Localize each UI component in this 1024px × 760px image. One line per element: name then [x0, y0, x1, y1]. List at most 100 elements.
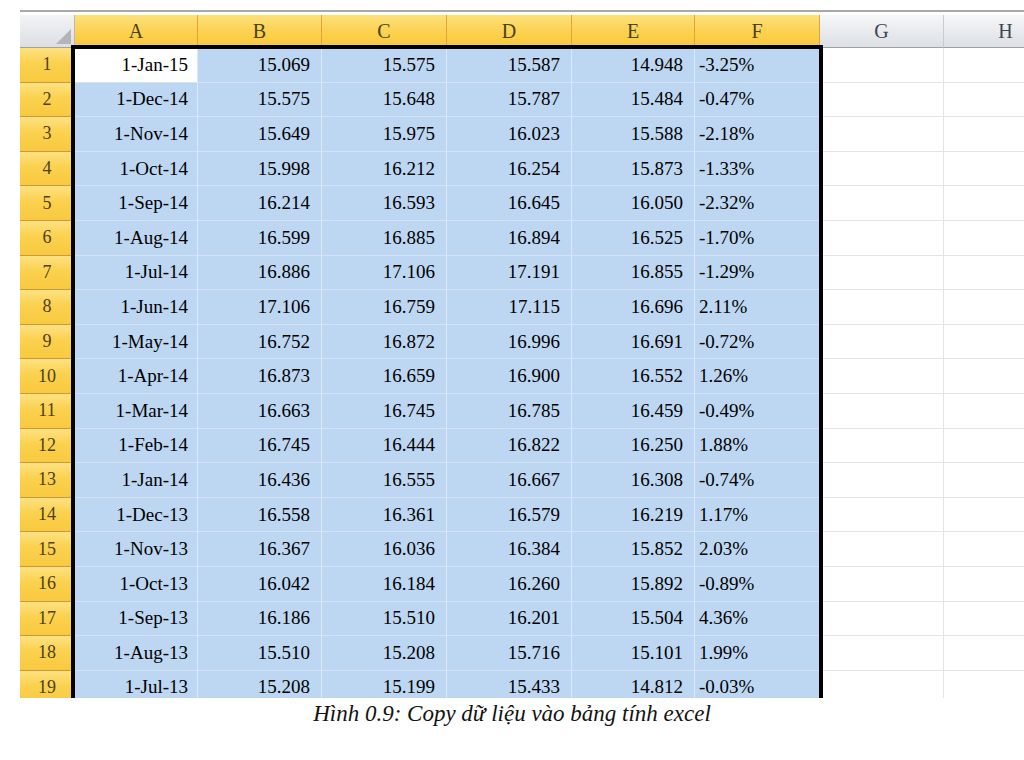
cell-C6[interactable]: 16.885: [322, 221, 447, 256]
cell-H16[interactable]: [944, 567, 1024, 602]
cell-G8[interactable]: [820, 290, 944, 325]
cell-H10[interactable]: [944, 359, 1024, 394]
cell-E2[interactable]: 15.484: [572, 83, 695, 118]
cell-G10[interactable]: [820, 359, 944, 394]
cell-A17[interactable]: 1-Sep-13: [75, 602, 198, 637]
cell-A5[interactable]: 1-Sep-14: [75, 186, 198, 221]
cell-D17[interactable]: 16.201: [447, 602, 572, 637]
cell-D12[interactable]: 16.822: [447, 429, 572, 464]
row-header-15[interactable]: 15: [20, 532, 75, 567]
cell-D9[interactable]: 16.996: [447, 325, 572, 360]
row-header-12[interactable]: 12: [20, 429, 75, 464]
row-header-19[interactable]: 19: [20, 671, 75, 698]
column-header-E[interactable]: E: [572, 15, 695, 48]
row-header-11[interactable]: 11: [20, 394, 75, 429]
cell-C2[interactable]: 15.648: [322, 83, 447, 118]
cell-A15[interactable]: 1-Nov-13: [75, 532, 198, 567]
column-header-F[interactable]: F: [695, 15, 820, 48]
cell-B10[interactable]: 16.873: [198, 359, 322, 394]
cell-H6[interactable]: [944, 221, 1024, 256]
row-header-18[interactable]: 18: [20, 636, 75, 671]
cell-E13[interactable]: 16.308: [572, 463, 695, 498]
cell-E15[interactable]: 15.852: [572, 532, 695, 567]
cell-A10[interactable]: 1-Apr-14: [75, 359, 198, 394]
column-header-A[interactable]: A: [75, 15, 198, 48]
cell-C11[interactable]: 16.745: [322, 394, 447, 429]
cell-F19[interactable]: -0.03%: [695, 671, 820, 698]
cell-E4[interactable]: 15.873: [572, 152, 695, 187]
row-header-5[interactable]: 5: [20, 186, 75, 221]
cell-B19[interactable]: 15.208: [198, 671, 322, 698]
cell-E16[interactable]: 15.892: [572, 567, 695, 602]
cell-H14[interactable]: [944, 498, 1024, 533]
cell-H12[interactable]: [944, 429, 1024, 464]
cell-B9[interactable]: 16.752: [198, 325, 322, 360]
cell-G7[interactable]: [820, 256, 944, 291]
cell-B8[interactable]: 17.106: [198, 290, 322, 325]
cell-B6[interactable]: 16.599: [198, 221, 322, 256]
row-header-3[interactable]: 3: [20, 117, 75, 152]
row-header-1[interactable]: 1: [20, 48, 75, 83]
cell-C9[interactable]: 16.872: [322, 325, 447, 360]
cell-E12[interactable]: 16.250: [572, 429, 695, 464]
cell-D15[interactable]: 16.384: [447, 532, 572, 567]
cell-F7[interactable]: -1.29%: [695, 256, 820, 291]
column-header-B[interactable]: B: [198, 15, 322, 48]
cell-F8[interactable]: 2.11%: [695, 290, 820, 325]
row-header-14[interactable]: 14: [20, 498, 75, 533]
cell-D8[interactable]: 17.115: [447, 290, 572, 325]
cell-G9[interactable]: [820, 325, 944, 360]
cell-B15[interactable]: 16.367: [198, 532, 322, 567]
cell-G11[interactable]: [820, 394, 944, 429]
cell-D11[interactable]: 16.785: [447, 394, 572, 429]
cell-D4[interactable]: 16.254: [447, 152, 572, 187]
cell-H9[interactable]: [944, 325, 1024, 360]
row-header-6[interactable]: 6: [20, 221, 75, 256]
row-header-8[interactable]: 8: [20, 290, 75, 325]
cell-A18[interactable]: 1-Aug-13: [75, 636, 198, 671]
cell-E8[interactable]: 16.696: [572, 290, 695, 325]
cell-H3[interactable]: [944, 117, 1024, 152]
cell-A2[interactable]: 1-Dec-14: [75, 83, 198, 118]
row-header-16[interactable]: 16: [20, 567, 75, 602]
cell-G13[interactable]: [820, 463, 944, 498]
cell-F4[interactable]: -1.33%: [695, 152, 820, 187]
cell-A1[interactable]: 1-Jan-15: [75, 48, 198, 83]
cell-B13[interactable]: 16.436: [198, 463, 322, 498]
cell-F10[interactable]: 1.26%: [695, 359, 820, 394]
cell-D18[interactable]: 15.716: [447, 636, 572, 671]
cell-A16[interactable]: 1-Oct-13: [75, 567, 198, 602]
cell-D16[interactable]: 16.260: [447, 567, 572, 602]
cell-A7[interactable]: 1-Jul-14: [75, 256, 198, 291]
cell-H17[interactable]: [944, 602, 1024, 637]
cell-A8[interactable]: 1-Jun-14: [75, 290, 198, 325]
row-header-10[interactable]: 10: [20, 359, 75, 394]
row-header-4[interactable]: 4: [20, 152, 75, 187]
cell-D3[interactable]: 16.023: [447, 117, 572, 152]
cell-E6[interactable]: 16.525: [572, 221, 695, 256]
cell-A13[interactable]: 1-Jan-14: [75, 463, 198, 498]
cell-E5[interactable]: 16.050: [572, 186, 695, 221]
column-header-H[interactable]: H: [944, 15, 1024, 48]
cell-F1[interactable]: -3.25%: [695, 48, 820, 83]
cell-F13[interactable]: -0.74%: [695, 463, 820, 498]
cell-E3[interactable]: 15.588: [572, 117, 695, 152]
cell-C7[interactable]: 17.106: [322, 256, 447, 291]
cell-H2[interactable]: [944, 83, 1024, 118]
cell-A6[interactable]: 1-Aug-14: [75, 221, 198, 256]
cell-B5[interactable]: 16.214: [198, 186, 322, 221]
cell-F15[interactable]: 2.03%: [695, 532, 820, 567]
cell-D10[interactable]: 16.900: [447, 359, 572, 394]
column-header-G[interactable]: G: [820, 15, 944, 48]
cell-G14[interactable]: [820, 498, 944, 533]
cell-E1[interactable]: 14.948: [572, 48, 695, 83]
cell-F12[interactable]: 1.88%: [695, 429, 820, 464]
cell-A12[interactable]: 1-Feb-14: [75, 429, 198, 464]
cell-C14[interactable]: 16.361: [322, 498, 447, 533]
cell-H1[interactable]: [944, 48, 1024, 83]
cell-B2[interactable]: 15.575: [198, 83, 322, 118]
cell-C1[interactable]: 15.575: [322, 48, 447, 83]
cell-E10[interactable]: 16.552: [572, 359, 695, 394]
cell-E18[interactable]: 15.101: [572, 636, 695, 671]
cell-H18[interactable]: [944, 636, 1024, 671]
